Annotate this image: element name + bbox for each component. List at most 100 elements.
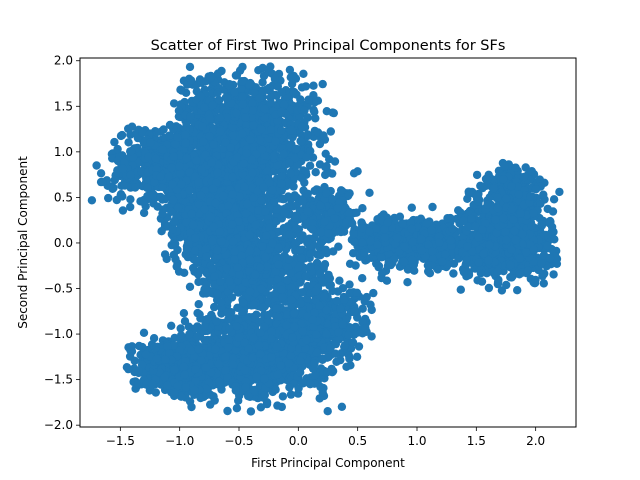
scatter-point [273,370,282,379]
scatter-point [168,225,177,234]
scatter-point [321,245,331,254]
scatter-point [309,81,318,90]
scatter-point [268,185,277,195]
scatter-point [300,106,309,115]
scatter-point [261,207,270,216]
scatter-point [167,321,176,330]
scatter-point [321,189,331,198]
scatter-point [297,288,307,297]
scatter-point [238,169,247,179]
scatter-point [122,363,132,372]
scatter-point [273,161,282,170]
scatter-point [332,357,341,366]
scatter-point [237,84,246,93]
scatter-point [240,365,250,375]
scatter-point [181,138,190,148]
scatter-point [319,261,329,271]
scatter-point [209,140,218,149]
scatter-point [330,214,339,223]
scatter-point [191,256,200,265]
scatter-point [137,167,146,176]
scatter-point [271,385,280,394]
scatter-point [233,153,242,162]
scatter-point [224,201,233,211]
scatter-point [306,249,315,259]
scatter-point [217,237,226,246]
scatter-point [202,315,212,324]
scatter-point [167,207,176,216]
scatter-point [333,204,342,213]
scatter-point [213,88,222,97]
scatter-point [296,95,305,104]
scatter-point [316,239,326,248]
scatter-point [295,278,305,287]
scatter-point [216,298,226,307]
scatter-point [285,255,294,264]
scatter-point [197,165,206,174]
scatter-point [337,402,347,411]
scatter-point [341,218,350,228]
scatter-point [229,237,238,246]
scatter-point [152,165,161,174]
scatter-point [170,217,179,226]
scatter-point [271,267,281,276]
scatter-point [285,230,294,239]
scatter-point [96,169,106,178]
scatter-point [318,79,327,89]
scatter-point [268,239,277,248]
scatter-point [283,275,292,285]
scatter-point [299,186,308,195]
scatter-point [306,262,315,271]
scatter-point [209,222,219,232]
scatter-point [126,147,136,156]
scatter-point [206,212,216,222]
scatter-point [176,324,185,333]
scatter-point [241,382,250,392]
scatter-point [303,130,312,139]
scatter-point [171,239,180,248]
scatter-point [212,317,221,326]
scatter-point [319,131,328,140]
scatter-point [148,191,158,200]
scatter-point [232,322,241,331]
scatter-point [234,333,244,342]
scatter-point [104,193,113,203]
scatter-point [222,263,231,273]
scatter-point [301,82,311,91]
scatter-point [286,125,296,135]
scatter-point [187,209,196,219]
scatter-point [172,262,181,271]
scatter-point [158,182,167,192]
scatter-point [201,245,210,254]
scatter-point [251,270,260,280]
scatter-point [277,285,286,294]
scatter-point [189,263,198,273]
scatter-point [231,386,240,395]
scatter-point [284,359,294,368]
scatter-point [297,173,306,183]
scatter-point [151,154,161,163]
scatter-point [270,290,280,300]
scatter-point [334,242,343,251]
scatter-point [244,392,253,401]
scatter-point [237,251,246,261]
scatter-point [131,183,140,192]
scatter-point [303,207,312,216]
scatter-point [297,254,306,263]
scatter-point [196,266,205,275]
scatter-point [198,122,207,131]
scatter-point [272,342,282,351]
scatter-point [276,107,286,117]
scatter-point [328,108,337,117]
scatter-point [245,135,255,144]
scatter-point [227,293,237,302]
scatter-point [226,143,235,152]
scatter-point [302,237,312,246]
scatter-point [277,179,286,189]
scatter-point [153,202,162,211]
scatter-point [210,302,219,312]
scatter-point [254,206,263,215]
scatter-point [327,194,337,204]
scatter-point [181,130,190,140]
scatter-point [274,260,283,269]
